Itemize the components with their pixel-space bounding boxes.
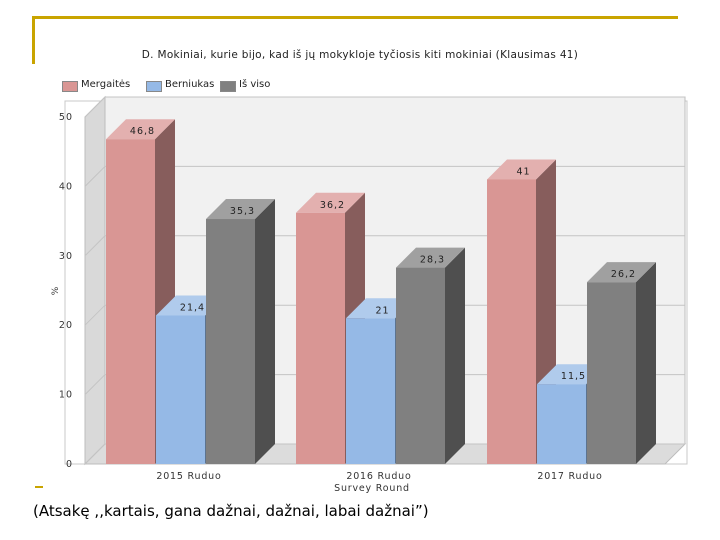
bar-top [296, 192, 365, 213]
bar-front [587, 282, 636, 464]
bar-value-label: 35,3 [230, 206, 255, 217]
bar-value-label: 26,2 [611, 269, 636, 280]
bar-front [396, 267, 445, 464]
grid-line [84, 165, 685, 187]
bar-front [346, 318, 395, 464]
legend-label-boys: Berniukas [165, 79, 215, 90]
bar [206, 199, 275, 464]
bar [396, 247, 465, 464]
bar-value-label: 36,2 [320, 200, 345, 211]
bar-front [296, 212, 345, 464]
legend-label-girls: Mergaitės [81, 79, 131, 90]
bar-top [106, 119, 175, 140]
bar-front [106, 139, 155, 464]
legend-swatch-girls [62, 81, 78, 92]
bar-front [487, 179, 536, 464]
x-tick-label: 2017 Ruduo [537, 471, 602, 482]
bar-value-label: 11,5 [561, 371, 586, 382]
bar-side [636, 262, 656, 464]
y-tick-label: 10 [59, 390, 73, 401]
x-tick-label: 2016 Ruduo [346, 471, 411, 482]
y-axis-label: % [51, 286, 61, 295]
x-axis-label: Survey Round [334, 483, 410, 494]
footnote-text: (Atsakę ,,kartais, gana dažnai, dažnai, … [33, 502, 429, 520]
bar-value-label: 21 [375, 305, 389, 316]
frame-top-line [32, 16, 678, 19]
bar-value-label: 46,8 [130, 126, 155, 137]
plot-side-wall [84, 95, 106, 466]
bar [587, 262, 656, 464]
x-tick-label: 2015 Ruduo [156, 471, 221, 482]
bar-side [255, 199, 275, 464]
bar-top [487, 159, 556, 180]
legend-swatch-total [220, 81, 236, 92]
y-tick-label: 0 [66, 459, 73, 470]
y-tick-label: 30 [59, 251, 73, 262]
y-tick-label: 20 [59, 320, 73, 331]
grid-line [84, 96, 685, 118]
bar-front [156, 315, 205, 464]
bar-top [206, 199, 275, 220]
bar-side [445, 247, 465, 464]
bar [106, 119, 175, 464]
bar-front [537, 384, 586, 464]
frame-left-line [32, 16, 35, 64]
bar-top [587, 262, 656, 283]
bar-top [396, 247, 465, 268]
chart-title: D. Mokiniai, kurie bijo, kad iš jų mokyk… [141, 49, 579, 61]
y-tick-label: 40 [59, 181, 73, 192]
bar-value-label: 28,3 [420, 255, 445, 266]
bar-value-label: 21,4 [180, 302, 205, 313]
legend-label-total: Iš viso [239, 79, 271, 90]
bar-value-label: 41 [516, 166, 530, 177]
y-tick-label: 50 [59, 112, 73, 123]
legend-swatch-boys [146, 81, 162, 92]
bullet-dash [35, 486, 43, 488]
bar-front [206, 219, 255, 464]
